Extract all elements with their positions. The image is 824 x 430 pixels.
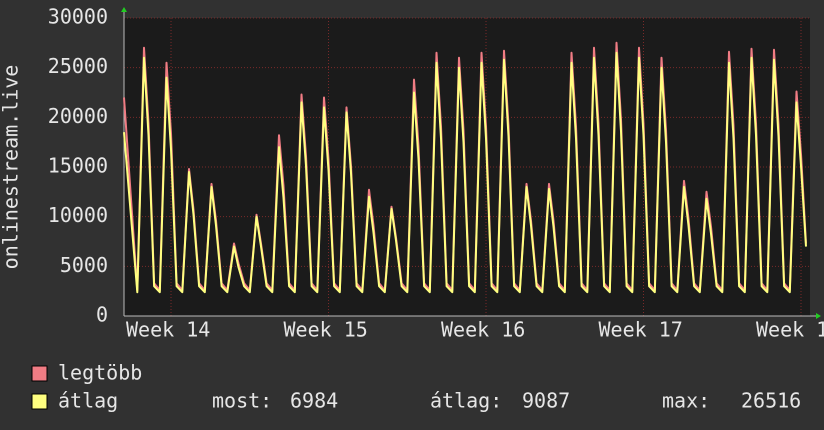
axis-arrow bbox=[816, 313, 821, 319]
axis-arrow bbox=[121, 7, 127, 12]
y-tick-label: 15000 bbox=[48, 154, 108, 178]
y-tick-label: 30000 bbox=[48, 5, 108, 29]
y-tick-label: 25000 bbox=[48, 54, 108, 78]
y-tick-label: 0 bbox=[96, 303, 108, 327]
stat-label: átlag: bbox=[430, 389, 502, 413]
stat-value: 26516 bbox=[741, 389, 801, 413]
legend-swatch bbox=[31, 365, 48, 382]
x-tick-label: Week 14 bbox=[126, 318, 210, 342]
legend-swatch bbox=[31, 393, 48, 410]
stat-value: 9087 bbox=[522, 389, 570, 413]
stat-label: most: bbox=[212, 389, 272, 413]
x-tick-label: Week 15 bbox=[284, 318, 368, 342]
stat-value: 6984 bbox=[290, 389, 338, 413]
legend-label: legtöbb bbox=[58, 361, 142, 385]
y-axis-label: onlinestream.live bbox=[0, 65, 23, 270]
x-tick-label: Week 17 bbox=[599, 318, 683, 342]
series-line bbox=[123, 51, 807, 294]
y-tick-label: 20000 bbox=[48, 104, 108, 128]
x-tick-label: Week 16 bbox=[441, 318, 525, 342]
stat-label: max: bbox=[662, 389, 710, 413]
legend-label: átlag bbox=[58, 389, 118, 413]
x-tick-label: Week 1 bbox=[756, 318, 824, 342]
y-tick-label: 10000 bbox=[48, 203, 108, 227]
y-tick-label: 5000 bbox=[60, 253, 108, 277]
